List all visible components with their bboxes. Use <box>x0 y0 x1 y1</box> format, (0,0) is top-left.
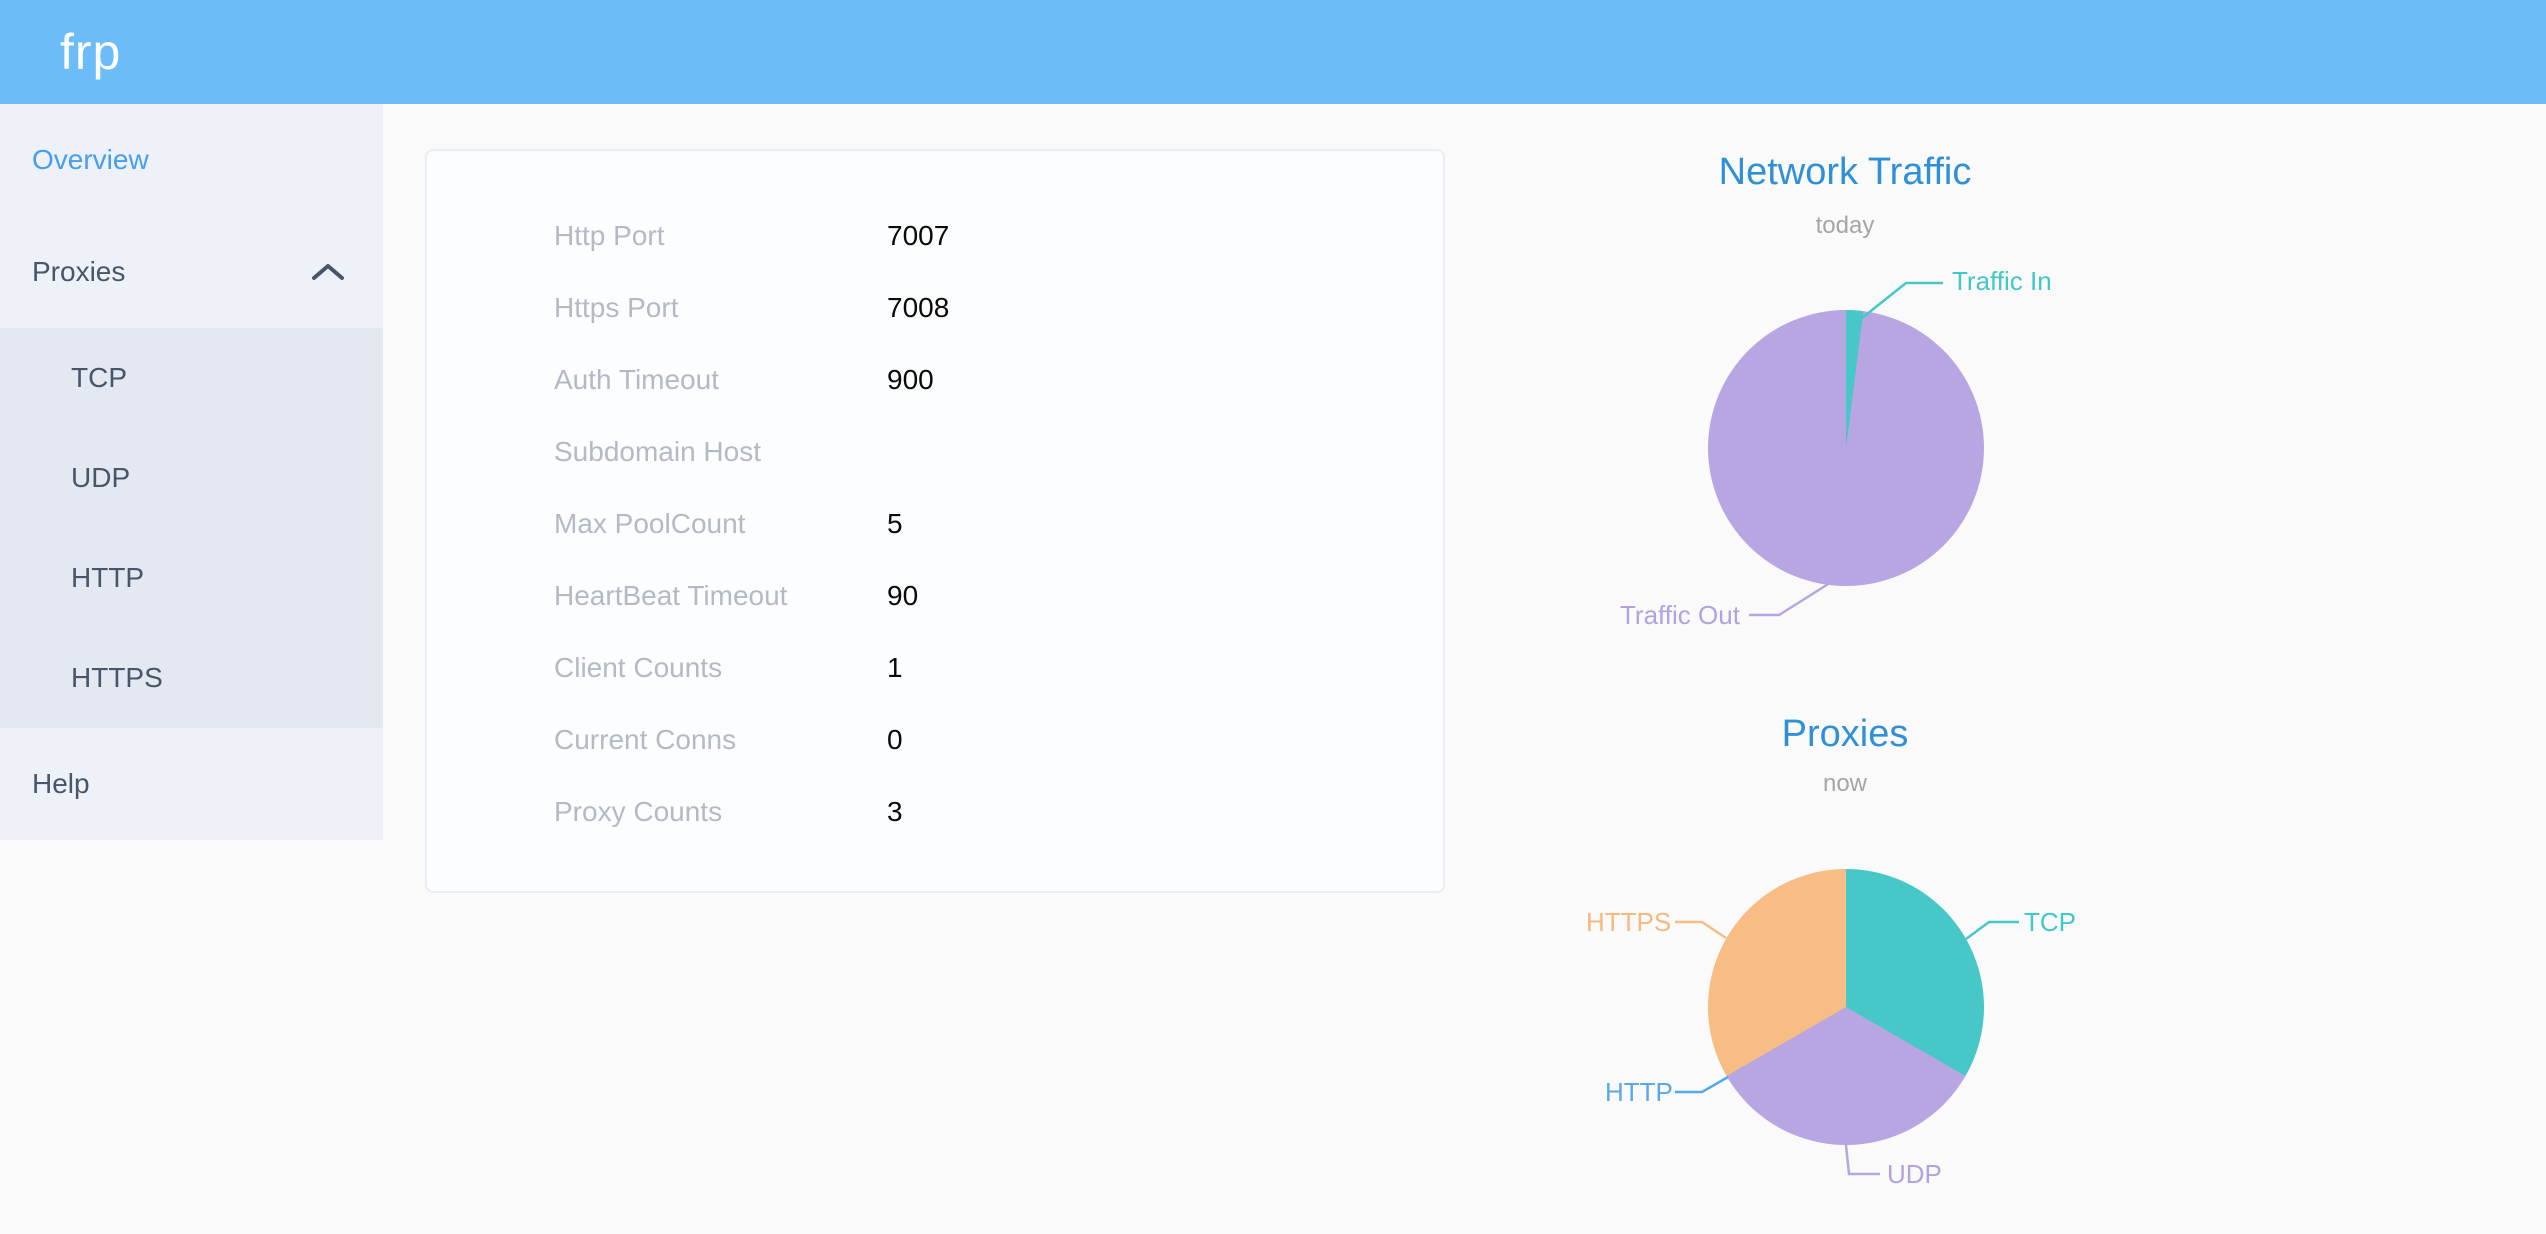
sidebar-item-label: TCP <box>71 362 127 393</box>
tcp-leader-line <box>1965 920 2019 941</box>
proxies-pie[interactable] <box>1708 869 1984 1145</box>
sidebar-item-label: UDP <box>71 462 131 493</box>
http-label: HTTP <box>1605 1077 1673 1107</box>
frp-logo: frp <box>60 24 122 80</box>
proxies-chart-subtitle: now <box>1822 770 1868 797</box>
info-row-proxy-counts: Proxy Counts 3 <box>427 776 1443 848</box>
sidebar-item-http[interactable]: HTTP <box>0 528 383 628</box>
sidebar-item-label: Proxies <box>32 256 126 287</box>
info-label: Max PoolCount <box>554 508 746 539</box>
sidebar-item-label: Help <box>32 768 90 799</box>
info-value: 1 <box>887 652 903 683</box>
info-row-auth-timeout: Auth Timeout 900 <box>427 344 1443 416</box>
udp-label: UDP <box>1887 1159 1942 1189</box>
sidebar-item-help[interactable]: Help <box>0 728 383 840</box>
sidebar-item-label: HTTPS <box>71 662 163 693</box>
info-value: 5 <box>887 508 903 539</box>
info-row-current-conns: Current Conns 0 <box>427 704 1443 776</box>
info-value: 90 <box>887 580 919 611</box>
sidebar: Overview Proxies TCP UDP HTTP HTTPS Help <box>0 104 383 840</box>
sidebar-item-label: HTTP <box>71 562 145 593</box>
info-row-subdomain-host: Subdomain Host <box>427 416 1443 488</box>
info-row-max-poolcount: Max PoolCount 5 <box>427 488 1443 560</box>
info-label: Current Conns <box>554 724 737 755</box>
info-label: Auth Timeout <box>554 364 719 395</box>
sidebar-item-overview[interactable]: Overview <box>0 104 383 216</box>
proxies-chart-title: Proxies <box>1781 713 1909 755</box>
tcp-label: TCP <box>2024 907 2076 937</box>
info-row-client-counts: Client Counts 1 <box>427 632 1443 704</box>
traffic-out-leader-line <box>1749 579 1834 617</box>
info-label: Proxy Counts <box>554 796 723 827</box>
udp-leader-line <box>1844 1144 1880 1176</box>
sidebar-submenu: TCP UDP HTTP HTTPS <box>0 328 383 728</box>
network-traffic-subtitle: today <box>1815 212 1875 239</box>
sidebar-item-label: Overview <box>32 144 149 175</box>
traffic-in-label: Traffic In <box>1952 266 2052 296</box>
sidebar-item-udp[interactable]: UDP <box>0 428 383 528</box>
info-row-heartbeat-timeout: HeartBeat Timeout 90 <box>427 560 1443 632</box>
network-traffic-title: Network Traffic <box>1718 151 1972 193</box>
info-label: Http Port <box>554 220 665 251</box>
info-label: Client Counts <box>554 652 723 683</box>
info-value: 3 <box>887 796 903 827</box>
https-label: HTTPS <box>1586 907 1672 937</box>
info-label: Https Port <box>554 292 679 323</box>
https-leader-line <box>1675 920 1727 940</box>
info-row-https-port: Https Port 7008 <box>427 272 1443 344</box>
app-header: frp <box>0 0 2546 104</box>
info-value: 0 <box>887 724 903 755</box>
info-value: 7007 <box>887 220 950 251</box>
info-row-http-port: Http Port 7007 <box>427 200 1443 272</box>
info-value: 7008 <box>887 292 950 323</box>
sidebar-item-https[interactable]: HTTPS <box>0 628 383 728</box>
sidebar-item-proxies[interactable]: Proxies <box>0 216 383 328</box>
chevron-up-icon[interactable] <box>311 261 345 283</box>
sidebar-item-tcp[interactable]: TCP <box>0 328 383 428</box>
info-label: Subdomain Host <box>554 436 762 467</box>
network-traffic-pie[interactable] <box>1708 310 1984 586</box>
info-value: 900 <box>887 364 934 395</box>
info-label: HeartBeat Timeout <box>554 580 788 611</box>
http-leader-line <box>1675 1075 1729 1094</box>
server-info-card: Http Port 7007 Https Port 7008 Auth Time… <box>425 149 1445 893</box>
traffic-out-label: Traffic Out <box>1620 600 1740 630</box>
